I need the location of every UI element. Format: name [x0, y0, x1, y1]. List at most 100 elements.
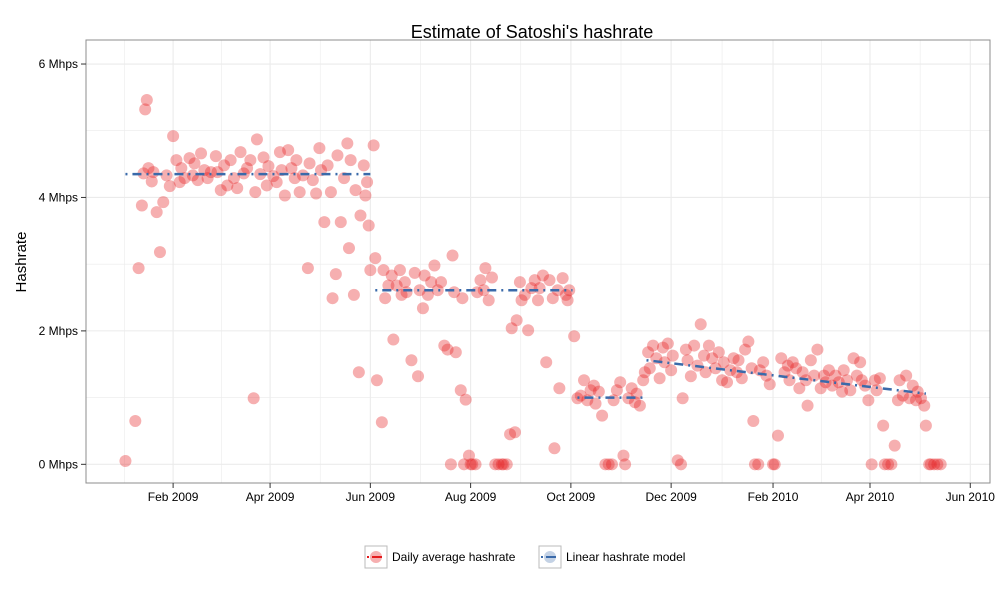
data-point	[347, 288, 360, 301]
data-point	[454, 384, 467, 397]
data-point	[928, 458, 941, 471]
data-point	[694, 318, 707, 331]
chart-title: Estimate of Satoshi's hashrate	[411, 22, 654, 42]
data-point	[306, 174, 319, 187]
data-point	[412, 370, 425, 383]
data-point	[748, 458, 761, 471]
data-point	[653, 372, 666, 385]
legend: Daily average hashrate Linear hashrate m…	[364, 545, 685, 569]
data-point	[747, 414, 760, 427]
data-point	[425, 276, 438, 289]
data-point	[702, 339, 715, 352]
data-point	[431, 284, 444, 297]
data-point	[129, 414, 142, 427]
data-point	[837, 364, 850, 377]
data-point	[393, 264, 406, 277]
data-point	[763, 378, 776, 391]
data-point	[273, 146, 286, 159]
data-point	[605, 458, 618, 471]
data-point	[324, 186, 337, 199]
data-point	[647, 339, 660, 352]
data-point	[665, 364, 678, 377]
data-point	[699, 366, 712, 379]
data-point	[218, 159, 231, 172]
data-point	[844, 384, 857, 397]
data-point	[364, 264, 377, 277]
data-point	[671, 454, 684, 467]
data-point	[742, 335, 755, 348]
data-point	[462, 449, 475, 462]
data-point	[522, 324, 535, 337]
data-point	[533, 282, 546, 295]
data-point	[140, 94, 153, 107]
data-point	[518, 288, 531, 301]
data-point	[878, 458, 891, 471]
data-point	[796, 366, 809, 379]
x-tick-label: Jun 2010	[946, 490, 996, 504]
data-point	[717, 356, 730, 369]
data-point	[528, 274, 541, 287]
data-point	[458, 458, 471, 471]
data-point	[584, 384, 597, 397]
data-point	[173, 176, 186, 189]
data-point	[500, 458, 513, 471]
data-point	[329, 268, 342, 281]
data-point	[163, 180, 176, 193]
data-point	[361, 176, 374, 189]
data-point	[249, 186, 262, 199]
data-point	[721, 376, 734, 389]
y-tick-label: 2 Mhps	[39, 324, 78, 338]
data-point	[244, 154, 257, 167]
data-point	[559, 288, 572, 301]
data-point	[688, 339, 701, 352]
data-point	[137, 167, 150, 180]
data-point	[666, 349, 679, 362]
data-point	[257, 151, 270, 164]
data-point	[896, 389, 909, 402]
data-point	[278, 189, 291, 202]
data-point	[204, 166, 217, 179]
data-point	[602, 458, 615, 471]
data-point	[643, 362, 656, 375]
data-point	[234, 146, 247, 159]
legend-item-model[interactable]: Linear hashrate model	[538, 545, 685, 569]
data-point	[382, 279, 395, 292]
data-point	[369, 252, 382, 265]
data-point	[142, 162, 155, 175]
data-point	[808, 369, 821, 382]
data-point	[923, 458, 936, 471]
data-point	[745, 362, 758, 375]
data-point	[684, 370, 697, 383]
data-point	[553, 382, 566, 395]
data-point	[504, 428, 517, 441]
data-point	[459, 393, 472, 406]
data-point	[466, 458, 479, 471]
data-point	[712, 346, 725, 359]
data-point	[285, 162, 298, 175]
data-point	[362, 219, 375, 232]
data-point	[170, 154, 183, 167]
data-point	[387, 333, 400, 346]
data-point	[379, 292, 392, 305]
data-point	[599, 458, 612, 471]
data-point	[247, 392, 260, 405]
data-point	[882, 458, 895, 471]
data-point	[919, 419, 932, 432]
data-point	[790, 362, 803, 375]
data-point	[132, 262, 145, 275]
data-point	[421, 288, 434, 301]
data-point	[318, 216, 331, 229]
x-tick-label: Feb 2010	[748, 490, 799, 504]
x-tick-label: Apr 2010	[846, 490, 895, 504]
data-point	[135, 199, 148, 212]
legend-item-daily[interactable]: Daily average hashrate	[364, 545, 516, 569]
data-point	[638, 366, 651, 379]
data-point	[477, 284, 490, 297]
data-point	[231, 182, 244, 195]
data-point	[301, 262, 314, 275]
data-point	[428, 259, 441, 272]
data-point	[492, 458, 505, 471]
data-point	[209, 150, 222, 163]
data-point	[157, 196, 170, 209]
data-point	[367, 139, 380, 152]
